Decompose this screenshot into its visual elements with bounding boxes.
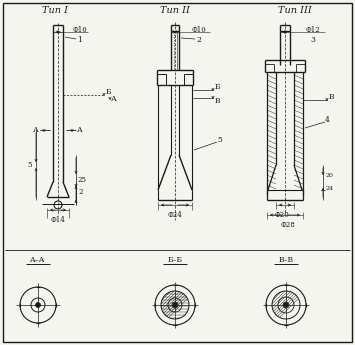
Text: Ф24: Ф24 bbox=[168, 211, 182, 219]
Text: 20: 20 bbox=[326, 172, 334, 177]
Text: 24: 24 bbox=[326, 186, 334, 190]
Circle shape bbox=[284, 303, 288, 307]
Text: Б: Б bbox=[214, 83, 220, 91]
Text: 4: 4 bbox=[324, 116, 329, 124]
Text: 25: 25 bbox=[77, 176, 87, 184]
Text: 5: 5 bbox=[218, 136, 223, 144]
Text: Тип II: Тип II bbox=[160, 6, 190, 14]
Text: Ф20: Ф20 bbox=[275, 211, 289, 219]
Text: 2: 2 bbox=[197, 36, 201, 44]
Text: Б–Б: Б–Б bbox=[168, 256, 182, 264]
Text: 2: 2 bbox=[79, 188, 83, 196]
Text: Тип III: Тип III bbox=[278, 6, 312, 14]
Text: В: В bbox=[328, 93, 334, 101]
Text: Ф10: Ф10 bbox=[73, 26, 87, 34]
Circle shape bbox=[36, 303, 40, 307]
Text: А–А: А–А bbox=[30, 256, 46, 264]
Text: Ф12: Ф12 bbox=[306, 26, 320, 34]
Text: Б: Б bbox=[105, 88, 111, 96]
Text: Ф10: Ф10 bbox=[192, 26, 206, 34]
Text: Ф14: Ф14 bbox=[51, 216, 65, 224]
Text: А: А bbox=[33, 126, 39, 134]
Text: В: В bbox=[214, 97, 220, 105]
Text: Ф28: Ф28 bbox=[280, 221, 295, 229]
Text: В–В: В–В bbox=[278, 256, 294, 264]
Text: 3: 3 bbox=[311, 36, 316, 44]
Circle shape bbox=[173, 303, 177, 307]
Text: А: А bbox=[77, 126, 83, 134]
Text: 5: 5 bbox=[28, 161, 32, 169]
Text: 1: 1 bbox=[77, 36, 82, 44]
Text: Тип I: Тип I bbox=[42, 6, 68, 14]
Text: А: А bbox=[111, 95, 117, 103]
